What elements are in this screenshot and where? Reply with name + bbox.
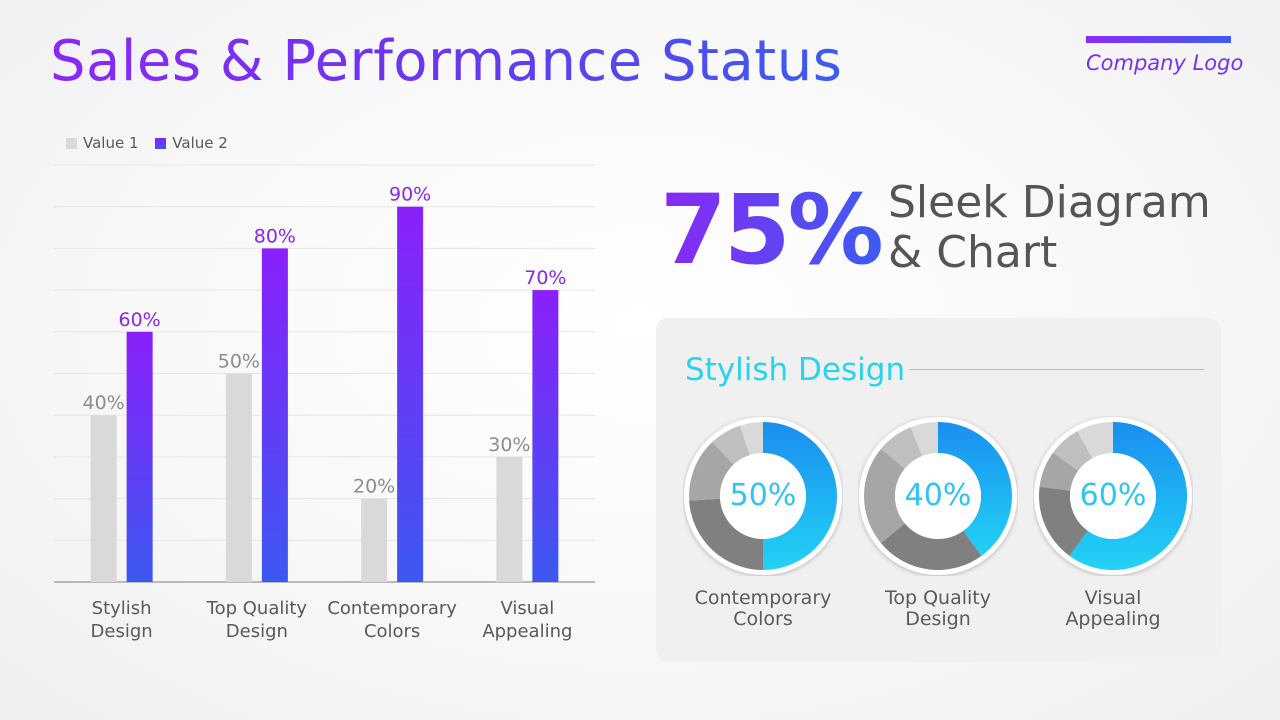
highlight-percent: 75% (660, 170, 884, 290)
donut-slice-main (763, 422, 837, 570)
x-tick-label: Design (226, 621, 288, 642)
bar-value2 (126, 331, 153, 582)
donut-hole (1070, 453, 1156, 539)
donut-slice-main (938, 422, 1012, 556)
donut-percent-label: 40% (904, 478, 972, 513)
donut-slice-other (1039, 486, 1088, 556)
donut-slice-other (740, 422, 763, 456)
donut-category-label: Contemporary Colors (663, 588, 863, 630)
bar-data-label: 90% (389, 184, 431, 206)
legend-item-value2: Value 2 (155, 134, 228, 152)
legend-label-value2: Value 2 (172, 134, 228, 152)
bar-value2 (397, 206, 424, 582)
donut-slice-other (712, 425, 750, 465)
donut-slice-other (689, 442, 734, 501)
donut-slice-other (1053, 431, 1093, 471)
donut-slice-other (910, 422, 938, 457)
donut-category-line: Appealing (1065, 608, 1161, 630)
donut-svg (1034, 417, 1192, 575)
donut-category-line: Colors (733, 608, 793, 630)
bar-data-label: 30% (488, 434, 530, 456)
x-tick-label: Design (91, 621, 153, 642)
donut-category-label: Visual Appealing (1013, 588, 1213, 630)
bar-data-label: 20% (353, 476, 395, 498)
donut-category-line: Top Quality (885, 587, 991, 609)
donut-hole (895, 453, 981, 539)
bar-value2 (261, 248, 288, 582)
x-tick-label: Top Quality (206, 598, 308, 619)
panel-divider (910, 369, 1204, 370)
bar-data-label: 60% (119, 309, 161, 331)
x-tick-label: Visual (501, 598, 555, 619)
legend-swatch-value1 (66, 137, 77, 149)
donut-slice-other (880, 523, 982, 570)
legend-item-value1: Value 1 (66, 134, 139, 152)
x-tick-label: Colors (364, 621, 420, 642)
company-logo[interactable]: Company Logo (1086, 51, 1244, 75)
donut-hole (720, 453, 806, 539)
x-tick-label: Appealing (482, 621, 572, 642)
bar-value1 (361, 498, 388, 582)
donut-percent-label: 60% (1079, 478, 1147, 513)
donut-svg (859, 417, 1017, 575)
page-title: Sales & Performance Status (50, 22, 842, 102)
x-tick-label: Stylish (92, 598, 152, 619)
headline-text: Sleek Diagram & Chart (888, 178, 1211, 278)
chart-legend: Value 1 Value 2 (66, 134, 240, 153)
donut-category-line: Contemporary (694, 587, 832, 609)
bar-value1 (90, 415, 117, 582)
legend-swatch-value2 (155, 137, 167, 149)
donut-percent-label: 50% (729, 478, 797, 513)
donut-svg (684, 417, 842, 575)
bar-value1 (496, 456, 523, 582)
donut-chart: 60% (1033, 416, 1193, 576)
donut-slice-other (864, 448, 905, 544)
donut-category-line: Design (905, 608, 971, 630)
bar-data-label: 50% (218, 351, 260, 373)
panel-title: Stylish Design (685, 352, 906, 388)
donut-category-label: Top Quality Design (838, 588, 1038, 630)
donut-chart: 50% (683, 416, 843, 576)
donut-slice-other (880, 427, 923, 469)
x-tick-label: Contemporary (327, 598, 457, 619)
donut-slice-other (1039, 452, 1079, 491)
headline-line1: Sleek Diagram (888, 177, 1211, 228)
bar-value1 (225, 373, 252, 582)
headline-line2: & Chart (888, 227, 1058, 278)
donut-slice-other (1077, 422, 1113, 459)
bar-data-label: 80% (254, 225, 296, 247)
donut-slice-other (689, 498, 763, 570)
bar-data-label: 70% (524, 267, 566, 289)
bar-data-label: 40% (83, 392, 125, 414)
bar-value2 (532, 290, 559, 582)
donut-chart: 40% (858, 416, 1018, 576)
donut-slice-main (1069, 422, 1187, 570)
donut-category-line: Visual (1084, 587, 1142, 609)
legend-label-value1: Value 1 (83, 134, 139, 152)
logo-accent-bar (1086, 36, 1231, 43)
